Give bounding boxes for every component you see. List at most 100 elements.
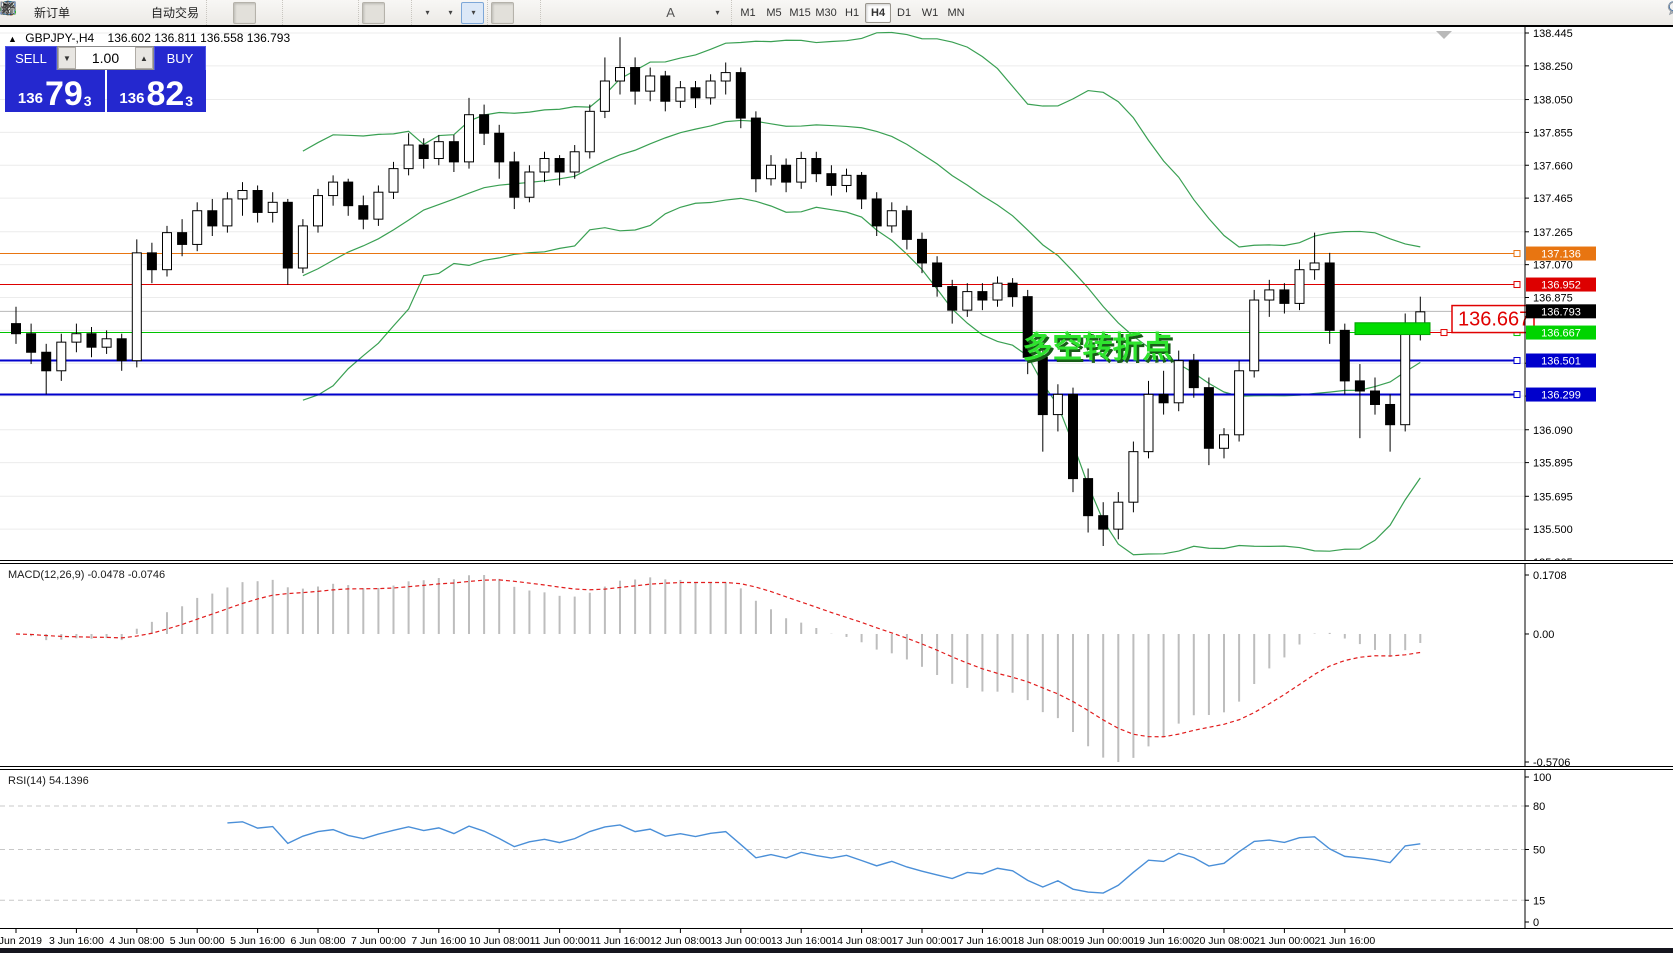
macd-pane[interactable]: MACD(12,26,9) -0.0478 -0.0746 0.1708 0.00… — [0, 564, 1673, 766]
sell-price-pips: 79 — [44, 75, 83, 113]
tile-windows-button[interactable] — [0, 1, 355, 24]
buy-button[interactable]: BUY — [154, 46, 206, 70]
chart-window-top-border — [0, 25, 1673, 27]
highlight-rectangle[interactable] — [1354, 322, 1431, 336]
auto-scroll-button[interactable] — [1, 2, 408, 24]
zoom-in-button[interactable] — [1, 1, 309, 24]
macd-axis-tick: 0.1708 — [1533, 570, 1567, 582]
macd-histogram — [30, 575, 1422, 762]
sell-price-display[interactable]: 136 79 3 — [5, 70, 105, 112]
arrows-dropdown-caret[interactable]: ▾ — [715, 8, 720, 17]
market-watch-button[interactable] — [2, 2, 120, 24]
buy-price-display[interactable]: 136 82 3 — [106, 70, 206, 112]
axis-flag-136.952: 136.952 — [1541, 280, 1581, 292]
time-axis-label: 19 Jun 00:00 — [1073, 935, 1134, 947]
axis-flag-136.299: 136.299 — [1541, 390, 1581, 402]
timeframe-button-h4[interactable]: H4 — [865, 2, 892, 23]
time-axis-label: 17 Jun 16:00 — [952, 935, 1013, 947]
rsi-label: RSI(14) 54.1396 — [8, 775, 89, 787]
zoom-out-button[interactable] — [1, 1, 332, 24]
main-chart-pane[interactable]: ▲ GBPJPY-,H4 136.602 136.811 136.558 136… — [0, 27, 1673, 560]
ohlc-readout: 136.602 136.811 136.558 136.793 — [107, 31, 291, 45]
y-axis-tick: 135.895 — [1533, 458, 1573, 470]
macd-canvas[interactable]: 0.1708 0.00 -0.5706 — [0, 564, 1673, 766]
crosshair-button[interactable] — [1, 1, 537, 24]
trendline-button[interactable] — [1, 1, 613, 24]
metaeditor-button[interactable] — [0, 0, 97, 24]
arrows-icon — [2, 2, 14, 14]
timeframe-button-mn[interactable]: MN — [947, 6, 965, 19]
candlestick-chart-button[interactable] — [1, 1, 257, 24]
price-flag-136667[interactable]: 136.667 — [1430, 304, 1535, 337]
axis-flag-137.136: 137.136 — [1541, 249, 1581, 261]
time-axis-label: 18 Jun 08:00 — [1012, 935, 1073, 947]
collapse-triangle-icon[interactable]: ▲ — [8, 34, 17, 44]
y-axis-tick: 135.305 — [1533, 557, 1573, 560]
price-chart-canvas[interactable]: 138.445 138.250 138.050 137.855 137.660 137.4… — [0, 27, 1673, 560]
volume-value[interactable]: 1.00 — [91, 50, 120, 66]
time-axis-label: 13 Jun 00:00 — [710, 935, 771, 947]
signals-button[interactable] — [1, 1, 143, 24]
arrows-button[interactable]: ▾ — [2, 2, 728, 24]
timeframe-button-m5[interactable]: M5 — [766, 6, 782, 19]
templates-button[interactable]: ▾ — [1, 1, 485, 24]
time-axis-label: 3 Jun 2019 — [0, 935, 42, 947]
timeframe-button-m15[interactable]: M15 — [789, 6, 811, 19]
price-axis-flags: 137.136 136.952 136.667 136.501 136.299 136.7… — [1526, 246, 1596, 402]
timeframe-button-h1[interactable]: H1 — [845, 6, 860, 19]
line-chart-button[interactable] — [0, 2, 279, 24]
pane-separator-2[interactable] — [0, 766, 1673, 770]
templates-dropdown-caret[interactable]: ▾ — [471, 8, 476, 17]
periods-button[interactable]: ▾ — [0, 0, 461, 24]
volume-decrease-button[interactable]: ▼ — [58, 47, 76, 69]
horizontal-line-button[interactable] — [1, 2, 590, 24]
candles[interactable] — [11, 37, 1426, 546]
time-axis-label: 13 Jun 16:00 — [771, 935, 832, 947]
toolbar-group-drawing: E F A T ▾ — [0, 0, 731, 25]
symbol-period: GBPJPY-,H4 — [25, 31, 95, 45]
chart-title: ▲ GBPJPY-,H4 136.602 136.811 136.558 136… — [8, 31, 290, 45]
fibonacci-button[interactable]: F — [1, 2, 659, 24]
new-order-label: 新订单 — [34, 6, 71, 20]
pane-separator-1[interactable] — [0, 560, 1673, 564]
time-axis-label: 17 Jun 00:00 — [892, 935, 953, 947]
new-order-button[interactable]: 新订单 — [26, 2, 74, 24]
toolbar-group-cursor — [1, 0, 540, 25]
indicators-button[interactable]: ▾ — [0, 1, 438, 24]
bar-chart-button[interactable] — [1, 2, 233, 24]
sell-price-point: 3 — [83, 93, 92, 109]
cursor-button[interactable] — [2, 0, 515, 24]
text-label-button[interactable]: T — [1, 2, 705, 24]
timeframe-button-w1[interactable]: W1 — [921, 6, 939, 19]
time-axis-label: 7 Jun 16:00 — [411, 935, 466, 947]
channel-button[interactable]: E — [0, 2, 636, 24]
time-axis-label: 19 Jun 16:00 — [1133, 935, 1194, 947]
price-flag-text: 136.667 — [1458, 309, 1530, 331]
chat-icon[interactable] — [1667, 0, 1673, 16]
sell-price-figure: 136 — [17, 90, 43, 107]
y-axis-tick: 137.660 — [1533, 160, 1573, 172]
time-axis[interactable]: 3 Jun 2019 3 Jun 16:00 4 Jun 08:00 5 Jun 00… — [0, 928, 1673, 948]
auto-trading-button[interactable]: 自动交易 — [1, 1, 203, 24]
rsi-pane[interactable]: RSI(14) 54.1396 100 80 50 15 0 — [0, 770, 1673, 928]
indicators-dropdown-caret[interactable]: ▾ — [425, 8, 430, 17]
annotation-text: 多空转折点 — [1023, 332, 1173, 365]
chart-shift-marker[interactable] — [1436, 31, 1452, 39]
y-axis-tick: 135.500 — [1533, 524, 1573, 536]
horizontal-level-lines[interactable] — [0, 250, 1521, 399]
rsi-canvas[interactable]: 100 80 50 15 0 — [0, 770, 1673, 928]
chart-shift-button[interactable] — [1, 1, 386, 24]
time-axis-label: 12 Jun 08:00 — [650, 935, 711, 947]
vertical-line-button[interactable] — [6, 1, 567, 24]
sell-button[interactable]: SELL — [5, 46, 57, 70]
text-button[interactable]: A — [659, 2, 682, 24]
timeframe-button-m30[interactable]: M30 — [815, 6, 837, 19]
rsi-axis-tick: 15 — [1533, 895, 1545, 907]
timeframe-button-m1[interactable]: M1 — [740, 6, 756, 19]
volume-increase-button[interactable]: ▲ — [135, 47, 153, 69]
time-axis-label: 11 Jun 00:00 — [530, 935, 590, 947]
periods-dropdown-caret[interactable]: ▾ — [448, 8, 453, 17]
timeframe-button-d1[interactable]: D1 — [897, 6, 912, 19]
time-axis-label: 14 Jun 08:00 — [831, 935, 892, 947]
